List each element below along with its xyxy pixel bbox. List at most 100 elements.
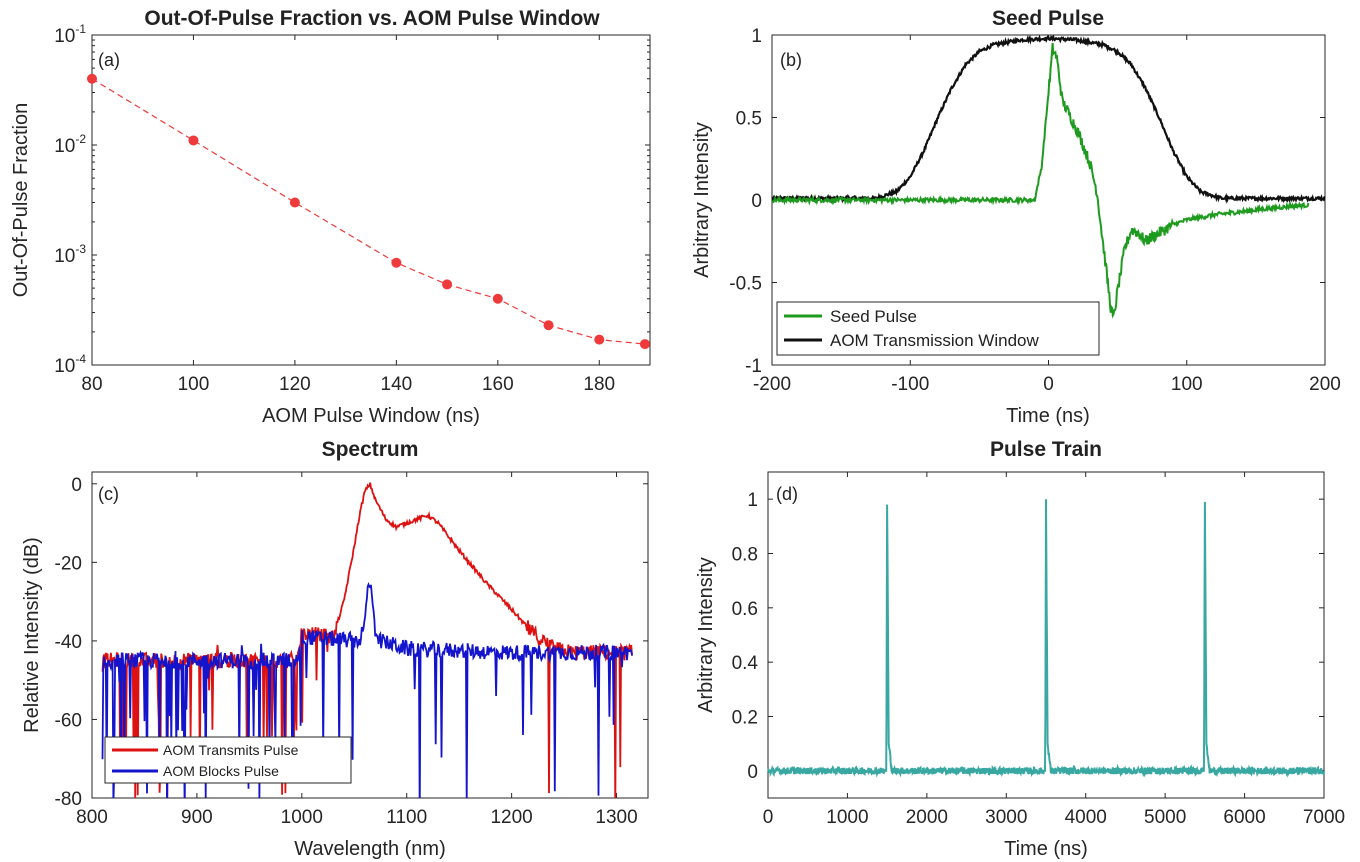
x-tick-label: 160 — [482, 374, 514, 395]
y-tick-label: 0.2 — [732, 708, 758, 729]
panel-d-axes-box — [767, 471, 1325, 799]
panel-a-x-ticks: 80 100 120 140 160 180 — [81, 35, 615, 395]
y-tick-label: 0 — [71, 475, 82, 496]
x-tick-label: 7000 — [1303, 807, 1345, 828]
x-tick-label: 0 — [763, 807, 774, 828]
panel-a-axes-box — [91, 34, 651, 366]
data-point — [188, 135, 199, 146]
y-tick-label: 0.4 — [732, 653, 759, 674]
panel-b-y-ticks: -1 -0.5 0 0.5 1 — [729, 26, 1325, 377]
panel-d-pulse-train: Pulse Train 0 1000 2000 3000 4000 5000 6000 700… — [695, 438, 1345, 860]
x-tick-label: 1300 — [595, 807, 637, 828]
series-line-pulse-train — [767, 499, 1325, 778]
y-tick-label: -1 — [745, 356, 762, 377]
panel-d-y-axis-label: Arbitrary Intensity — [695, 557, 717, 713]
y-tick-label: 10-4 — [54, 352, 86, 377]
panel-c-legend-blocks: AOM Blocks Pulse — [163, 763, 279, 779]
y-tick-label: 0 — [751, 191, 762, 212]
data-point — [391, 257, 402, 268]
series-line-aom-window — [772, 35, 1325, 204]
panel-c-title: Spectrum — [322, 438, 419, 461]
y-tick-label: 0.5 — [736, 109, 762, 130]
series-line-aom-transmits — [101, 482, 633, 798]
panel-d-y-ticks: 0 0.2 0.4 0.6 0.8 1 — [732, 490, 1324, 783]
panel-a-y-axis-label: Out-Of-Pulse Fraction — [10, 103, 32, 298]
panel-d-x-ticks: 0 1000 2000 3000 4000 5000 6000 7000 — [763, 472, 1345, 828]
panel-c-y-ticks: -80 -60 -40 -20 0 — [55, 475, 648, 810]
x-tick-label: 140 — [381, 374, 413, 395]
x-tick-label: 3000 — [985, 807, 1027, 828]
y-tick-label: -60 — [55, 710, 82, 731]
y-tick-label: 10-2 — [54, 132, 86, 157]
panel-b-legend-seed-pulse: Seed Pulse — [830, 307, 917, 326]
y-tick-label: 1 — [751, 26, 762, 47]
panel-c-axes-box — [91, 471, 649, 799]
x-tick-label: 4000 — [1065, 807, 1107, 828]
y-tick-label: 10-3 — [54, 242, 86, 267]
series-line-seed-pulse — [772, 43, 1310, 319]
data-point — [87, 73, 97, 84]
y-tick-label: 1 — [747, 490, 758, 511]
x-tick-label: 120 — [279, 374, 311, 395]
panel-b-label: (b) — [780, 50, 802, 70]
series-line-out-of-pulse — [91, 78, 645, 345]
x-tick-label: 180 — [583, 374, 615, 395]
series-line-aom-blocks — [101, 582, 633, 798]
panel-b-legend: Seed Pulse AOM Transmission Window — [776, 301, 1100, 356]
data-point — [492, 293, 503, 304]
x-tick-label: 1000 — [826, 807, 868, 828]
y-tick-label: -40 — [55, 632, 82, 653]
x-tick-label: 1000 — [281, 807, 323, 828]
panel-b-x-axis-label: Time (ns) — [1006, 405, 1090, 427]
panel-c-y-axis-label: Relative Intensity (dB) — [21, 537, 43, 733]
panel-b-y-axis-label: Arbitrary Intensity — [691, 122, 713, 278]
panel-d-label: (d) — [776, 484, 798, 504]
y-tick-label: -80 — [55, 789, 82, 810]
x-tick-label: 5000 — [1144, 807, 1186, 828]
panel-c-legend-box — [104, 736, 352, 784]
data-point — [543, 320, 554, 331]
panel-a-label: (a) — [98, 50, 120, 70]
panel-b-title: Seed Pulse — [992, 7, 1104, 30]
y-tick-label: 0.8 — [732, 545, 758, 566]
y-tick-label: 10-1 — [54, 22, 86, 47]
panel-a-x-axis-label: AOM Pulse Window (ns) — [262, 405, 480, 427]
panel-d-plot-area — [767, 499, 1325, 778]
panel-a-y-ticks: 10-4 10-3 10-2 10-1 — [54, 22, 650, 377]
panel-d-x-axis-label: Time (ns) — [1004, 838, 1088, 860]
panel-b-seed-pulse: Seed Pulse -200 -100 0 100 200 -1 -0.5 0 0.5 1 (… — [691, 7, 1341, 427]
panel-b-legend-box — [776, 301, 1100, 356]
data-point — [639, 339, 650, 350]
panel-a-out-of-pulse-fraction: Out-Of-Pulse Fraction vs. AOM Pulse Wind… — [10, 7, 651, 427]
panel-c-legend-transmits: AOM Transmits Pulse — [163, 742, 299, 758]
panel-c-x-axis-label: Wavelength (nm) — [294, 838, 446, 860]
x-tick-label: 800 — [76, 807, 108, 828]
data-point — [289, 197, 300, 208]
y-tick-label: 0 — [747, 762, 758, 783]
x-tick-label: -200 — [753, 374, 791, 395]
panel-c-plot-area — [101, 482, 633, 798]
x-tick-label: 0 — [1043, 374, 1054, 395]
x-tick-label: 900 — [181, 807, 213, 828]
x-tick-label: 2000 — [906, 807, 948, 828]
data-point — [442, 279, 453, 290]
panel-a-title: Out-Of-Pulse Fraction vs. AOM Pulse Wind… — [144, 7, 600, 30]
panel-b-legend-aom-window: AOM Transmission Window — [830, 331, 1039, 350]
data-point — [594, 334, 605, 345]
panel-c-x-ticks: 800 900 1000 1100 1200 1300 — [76, 472, 638, 828]
panel-a-plot-area — [87, 73, 650, 350]
x-tick-label: 100 — [1171, 374, 1203, 395]
x-tick-label: 1100 — [386, 807, 427, 828]
x-tick-label: 6000 — [1223, 807, 1265, 828]
x-tick-label: 200 — [1309, 374, 1341, 395]
panel-c-legend: AOM Transmits Pulse AOM Blocks Pulse — [104, 736, 352, 784]
y-tick-label: -20 — [55, 553, 82, 574]
y-tick-label: -0.5 — [729, 274, 762, 295]
panel-d-title: Pulse Train — [990, 438, 1102, 461]
x-tick-label: 100 — [178, 374, 210, 395]
panel-b-x-ticks: -200 -100 0 100 200 — [753, 35, 1341, 395]
y-tick-label: 0.6 — [732, 599, 758, 620]
panel-c-spectrum: Spectrum 800 900 1000 1100 1200 1300 -80 -60 -4… — [21, 438, 649, 860]
x-tick-label: -100 — [891, 374, 929, 395]
